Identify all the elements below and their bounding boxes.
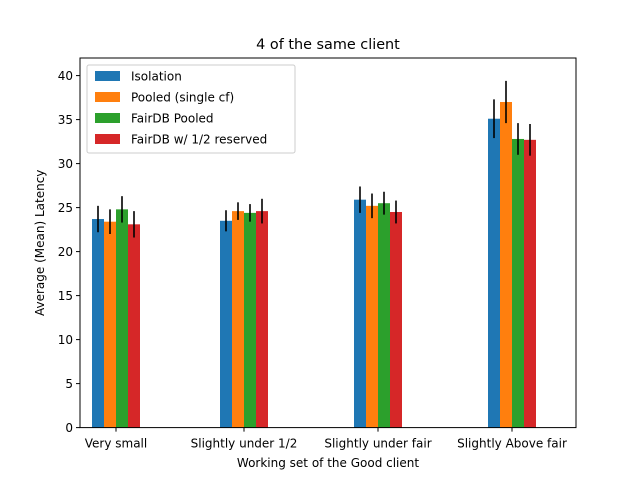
y-tick-label: 40 (58, 69, 73, 83)
plot-frame (79, 57, 577, 429)
y-tick-label: 35 (58, 113, 73, 127)
bar-1-1 (92, 219, 104, 428)
y-tick-label: 5 (65, 377, 73, 391)
y-tick-label: 20 (58, 245, 73, 259)
x-tick-label: Slightly Above fair (457, 437, 567, 451)
bar-3-3 (378, 203, 390, 428)
legend-label-4: FairDB w/ 1/2 reserved (131, 133, 267, 147)
legend-swatch-4 (95, 134, 120, 144)
x-axis: Very small Slightly under 1/2 Slightly und… (85, 427, 567, 451)
x-tick-label: Slightly under fair (324, 437, 431, 451)
bar-1-4 (488, 118, 500, 428)
bar-3-1 (116, 209, 128, 428)
y-tick-label: 10 (58, 333, 73, 347)
legend-swatch-2 (95, 92, 120, 102)
bar-4-1 (128, 224, 140, 428)
x-axis-label: Working set of the Good client (237, 456, 419, 470)
y-tick-label: 30 (58, 157, 73, 171)
bar-1-3 (354, 199, 366, 428)
bar-2-2 (232, 211, 244, 428)
y-tick-label: 0 (65, 421, 73, 435)
x-tick-label: Slightly under 1/2 (191, 437, 298, 451)
legend-label-3: FairDB Pooled (131, 112, 214, 126)
y-tick-label: 25 (58, 201, 73, 215)
legend-box (86, 64, 296, 154)
error-bars-layer (97, 80, 531, 238)
x-tick-label: Very small (85, 437, 147, 451)
legend-label-2: Pooled (single cf) (131, 91, 234, 105)
legend-label-1: Isolation (131, 70, 182, 84)
bar-4-3 (390, 212, 402, 428)
legend-swatch-3 (95, 113, 120, 123)
bar-2-4 (500, 102, 512, 428)
bar-2-3 (366, 205, 378, 428)
bar-3-4 (512, 138, 524, 428)
bar-2-1 (104, 221, 116, 428)
y-axis-label: Average (Mean) Latency (33, 170, 47, 316)
legend-swatch-1 (95, 71, 120, 81)
legend: Isolation Pooled (single cf) FairDB Pooled… (86, 64, 296, 154)
bar-4-4 (524, 139, 536, 428)
chart-title: 4 of the same client (256, 37, 400, 53)
y-tick-label: 15 (58, 289, 73, 303)
bar-3-2 (244, 212, 256, 428)
bar-1-2 (220, 220, 232, 428)
bars-layer (92, 102, 536, 428)
y-axis: 0 5 10 15 20 25 30 35 40 (58, 69, 80, 435)
bar-4-2 (256, 211, 268, 428)
